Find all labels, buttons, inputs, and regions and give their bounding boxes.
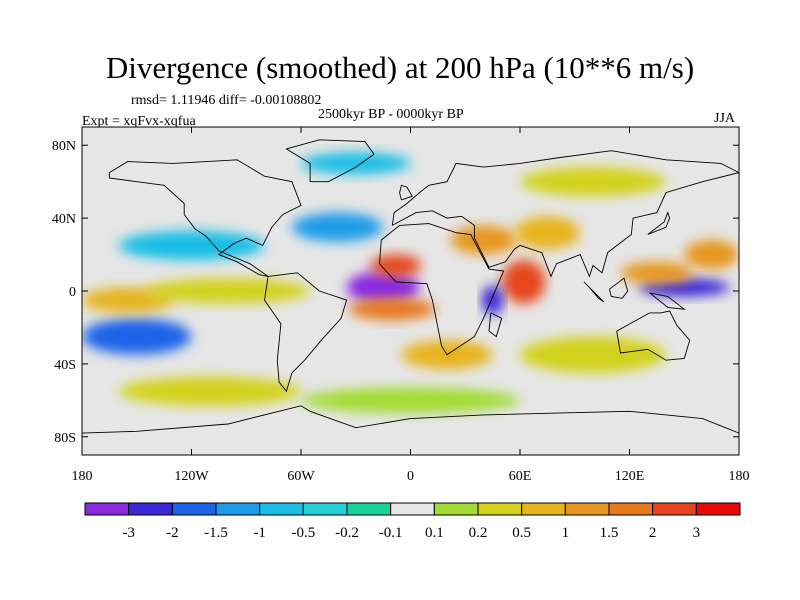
y-tick-label: 40N — [52, 212, 76, 227]
anomaly-blob-19 — [520, 167, 666, 197]
colorbar-swatch-11 — [564, 502, 610, 516]
colorbar-swatch-9 — [477, 502, 523, 516]
colorbar-label: 0.5 — [512, 525, 531, 541]
anomaly-blob-18 — [118, 376, 301, 406]
colorbar-swatch-10 — [521, 502, 566, 516]
x-tick-label: 0 — [407, 469, 414, 484]
coastline-layer — [82, 139, 739, 434]
x-tick-label: 120W — [174, 469, 209, 484]
colorbar-swatch-7 — [390, 502, 435, 516]
anomaly-blob-1 — [370, 254, 422, 277]
y-tick-label: 40S — [54, 358, 76, 373]
colorbar-swatch-8 — [433, 502, 479, 516]
stats-text: rmsd= 1.11946 diff= -0.00108802 — [131, 93, 322, 108]
colorbar-label: -3 — [122, 525, 135, 541]
anomaly-blob-13 — [118, 230, 265, 261]
anomaly-blob-10 — [82, 318, 192, 355]
colorbar-label: 1.5 — [600, 525, 619, 541]
anomaly-blob-8 — [620, 261, 694, 284]
x-axis: 180 120W 60W 0 60E 120E 180 — [72, 127, 750, 484]
anomaly-blob-3 — [501, 260, 546, 304]
colorbar-swatch-6 — [346, 502, 392, 516]
season-text: JJA — [714, 111, 736, 126]
colorbar-label: 0.1 — [425, 525, 444, 541]
colorbar-swatch-12 — [608, 502, 654, 516]
x-tick-label: 120E — [615, 469, 645, 484]
anomaly-blob-0 — [346, 270, 420, 304]
y-axis: 80N 40N 0 40S 80S — [52, 139, 739, 446]
colorbar-swatch-2 — [171, 502, 217, 516]
colorbar-label: -2 — [166, 525, 179, 541]
colorbar-label: 2 — [649, 525, 657, 541]
anomaly-blob-14 — [291, 212, 384, 242]
colorbar-swatch-13 — [652, 502, 697, 516]
period-text: 2500kyr BP - 0000kyr BP — [318, 107, 464, 122]
y-tick-label: 80N — [52, 139, 76, 154]
coast-borneo — [608, 277, 629, 299]
colorbar-label: 1 — [562, 525, 570, 541]
coast-antarctica — [82, 405, 739, 434]
x-tick-label: 60E — [509, 469, 532, 484]
colorbar-label: 3 — [693, 525, 701, 541]
colorbar-swatch-5 — [302, 502, 348, 516]
anomaly-blob-16 — [520, 336, 666, 373]
coast-eurasia — [391, 150, 739, 278]
x-tick-label: 180 — [729, 469, 750, 484]
y-tick-label: 80S — [54, 431, 76, 446]
anomaly-blob-9 — [684, 239, 739, 270]
coast-madagascar — [488, 312, 503, 338]
colorbar-label: 0.2 — [469, 525, 488, 541]
chart-title: Divergence (smoothed) at 200 hPa (10**6 … — [105, 50, 695, 85]
colorbar-label: -1 — [253, 525, 266, 541]
colorbar: -3 -2 -1.5 -1 -0.5 -0.2 -0.1 0.1 0.2 0.5 1 1.5 2 3 — [84, 502, 741, 541]
colorbar-label: -1.5 — [204, 525, 228, 541]
colorbar-swatch-14 — [695, 502, 741, 516]
colorbar-swatch-1 — [128, 502, 173, 516]
colorbar-swatch-0 — [84, 502, 130, 516]
colorbar-swatch-4 — [259, 502, 304, 516]
coast-sumatra — [583, 281, 605, 303]
colorbar-swatch-3 — [215, 502, 261, 516]
x-tick-label: 180 — [72, 469, 93, 484]
coast-japan — [647, 211, 671, 235]
coast-south-america — [264, 272, 348, 393]
anomaly-blob-2 — [348, 298, 437, 321]
coast-africa — [379, 223, 505, 356]
coast-uk — [399, 184, 413, 201]
colorbar-label: -0.2 — [335, 525, 359, 541]
coast-greenland — [285, 139, 375, 183]
anomaly-blob-12 — [145, 278, 311, 304]
coast-australia — [616, 310, 691, 361]
y-tick-label: 0 — [69, 285, 76, 300]
anomaly-blob-20 — [301, 152, 411, 175]
anomaly-blob-6 — [514, 216, 581, 250]
colorbar-label: -0.5 — [291, 525, 315, 541]
coast-north-america — [108, 159, 302, 277]
coast-new-guinea — [649, 292, 686, 310]
map-area — [82, 127, 739, 455]
anomaly-blob-4 — [481, 285, 504, 315]
experiment-text: Expt = xqFvx-xqfua — [82, 114, 196, 129]
x-tick-label: 60W — [287, 469, 315, 484]
colorbar-label: -0.1 — [379, 525, 403, 541]
anomaly-blob-17 — [301, 387, 520, 414]
anomaly-blob-5 — [450, 225, 517, 255]
